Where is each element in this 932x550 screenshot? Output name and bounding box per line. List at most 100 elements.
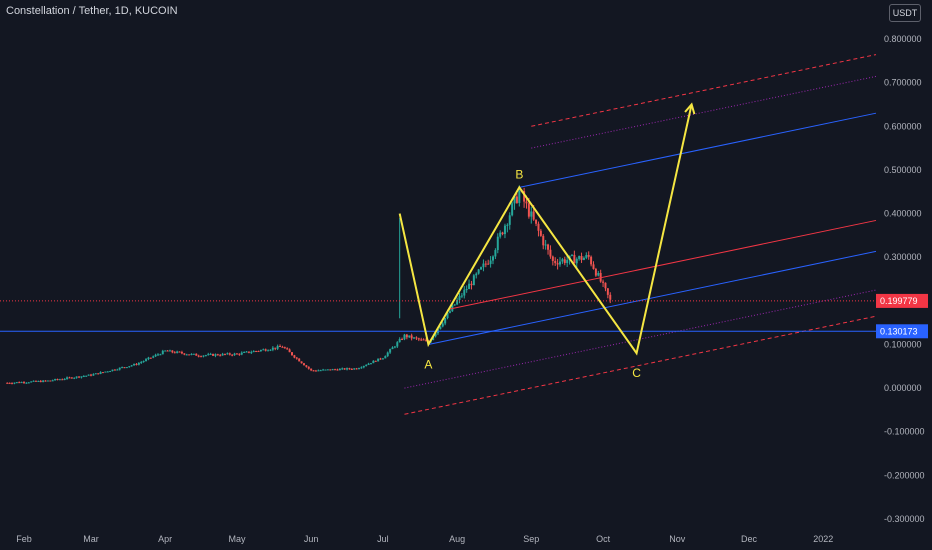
candle-body — [25, 382, 28, 384]
candle-body — [535, 219, 538, 224]
candle-body — [422, 339, 425, 341]
candle-body — [554, 260, 557, 264]
candle-body — [410, 335, 413, 339]
price-badge-label: 0.199779 — [880, 296, 918, 306]
candle-body — [113, 369, 116, 371]
x-tick-label: Dec — [741, 534, 758, 544]
candle-body — [46, 380, 49, 382]
candle-body — [295, 357, 298, 359]
candle-body — [314, 370, 317, 372]
candle-body — [168, 350, 171, 352]
candle-body — [61, 379, 64, 381]
candle-body — [283, 347, 286, 349]
candle-body — [401, 339, 404, 341]
candle-body — [228, 353, 231, 355]
candle-body — [293, 355, 296, 358]
x-tick-label: Feb — [16, 534, 32, 544]
candle-body — [506, 224, 509, 226]
candle-body — [279, 346, 282, 348]
candle-body — [137, 363, 140, 365]
candle-body — [202, 355, 205, 357]
candle-body — [267, 350, 270, 352]
candle-body — [125, 367, 128, 369]
candle-body — [257, 351, 260, 353]
candle-body — [305, 365, 308, 367]
candle-body — [544, 244, 547, 246]
channel-lower-blue — [428, 250, 877, 345]
candle-body — [15, 382, 18, 384]
candle-body — [551, 256, 554, 261]
candle-body — [518, 190, 521, 203]
candle-body — [116, 369, 119, 371]
currency-button[interactable]: USDT — [889, 4, 921, 22]
candle-body — [468, 283, 471, 290]
candle-body — [360, 367, 363, 369]
candle-body — [559, 261, 561, 265]
candle-body — [420, 339, 423, 341]
channel-median-red — [447, 219, 877, 311]
x-tick-label: Aug — [449, 534, 465, 544]
time-axis[interactable]: Feb Mar Apr May Jun Jul Aug Sep Oct Nov Dec 2022 — [16, 534, 833, 544]
candle-body — [291, 352, 293, 356]
candle-body — [233, 353, 236, 356]
price-badges: 0.199779 0.130173 — [876, 293, 928, 339]
candle-body — [264, 349, 267, 351]
candle-body — [49, 380, 52, 382]
candle-body — [319, 370, 322, 372]
candle-body — [511, 203, 514, 216]
y-tick-label: 0.100000 — [884, 339, 922, 349]
x-tick-label: May — [228, 534, 246, 544]
candle-body — [39, 380, 42, 383]
candle-body — [561, 259, 564, 262]
candle-body — [331, 369, 334, 371]
candle-body — [99, 372, 102, 375]
candle-body — [575, 258, 578, 264]
candle-body — [269, 349, 272, 351]
candle-body — [542, 235, 545, 246]
y-tick-label: 0.500000 — [884, 165, 922, 175]
harmonic-pattern: A B C — [398, 102, 696, 380]
candle-body — [346, 368, 349, 370]
candle-body — [142, 360, 145, 362]
candle-body — [310, 368, 313, 371]
candle-body — [592, 264, 595, 269]
candle-body — [164, 350, 167, 352]
price-badge — [876, 293, 928, 308]
candle-body — [434, 333, 437, 337]
candle-body — [475, 273, 478, 276]
candle-body — [494, 250, 497, 257]
y-tick-label: 0.700000 — [884, 78, 922, 88]
candle-body — [42, 380, 45, 383]
price-badge — [876, 324, 928, 339]
candle-body — [379, 358, 382, 360]
candle-body — [111, 369, 114, 372]
candle-body — [140, 361, 143, 364]
y-tick-label: 0.400000 — [884, 209, 922, 219]
candle-body — [350, 368, 353, 370]
candle-body — [286, 348, 289, 350]
candle-body — [30, 381, 33, 383]
candle-body — [231, 354, 234, 356]
y-tick-label: -0.300000 — [884, 514, 925, 524]
candle-body — [403, 334, 406, 340]
candle-body — [63, 378, 66, 380]
y-tick-label: 0.800000 — [884, 34, 922, 44]
candle-body — [374, 360, 377, 362]
x-tick-label: 2022 — [813, 534, 833, 544]
candle-body — [221, 353, 224, 356]
candle-body — [405, 334, 408, 338]
candle-body — [353, 368, 356, 370]
candle-body — [161, 350, 164, 355]
candle-body — [604, 282, 607, 289]
candle-body — [609, 294, 612, 300]
candle-body — [496, 236, 499, 251]
candle-body — [252, 351, 255, 353]
candle-body — [159, 354, 162, 356]
candle-body — [441, 323, 444, 327]
candle-body — [288, 349, 291, 353]
x-tick-label: Apr — [158, 534, 172, 544]
price-badge-label: 0.130173 — [880, 326, 918, 336]
candle-body — [192, 353, 195, 355]
channel-outer-bottom-red — [404, 315, 877, 415]
